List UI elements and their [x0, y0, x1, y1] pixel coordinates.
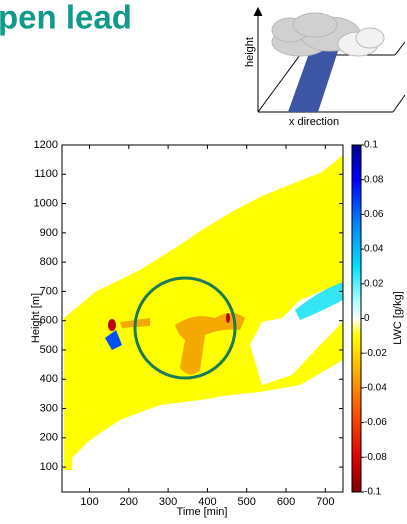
y-tick-label: 800 [40, 256, 58, 268]
inset-y-label: height [244, 37, 256, 67]
y-tick-label: 900 [40, 227, 58, 239]
slide-title: pen lead [0, 0, 132, 36]
x-tick-label: 100 [80, 496, 98, 508]
y-tick-label: 400 [40, 373, 58, 385]
colorbar-tick-label: -0.1 [364, 487, 382, 498]
y-tick-label: 700 [40, 285, 58, 297]
y-tick-label: 1000 [34, 197, 58, 209]
colorbar-tick-label: -0.08 [364, 452, 387, 463]
colorbar-tick-label: 0.04 [364, 244, 384, 255]
x-tick-label: 500 [238, 496, 256, 508]
y-tick-label: 1200 [34, 139, 58, 151]
y-tick-label: 500 [40, 344, 58, 356]
contour-negative [226, 313, 230, 323]
contour-positive [105, 330, 122, 350]
inset-x-label: x direction [289, 116, 339, 128]
colorbar-tick-label: -0.02 [364, 348, 387, 359]
x-tick-label: 300 [159, 496, 177, 508]
y-tick-label: 1100 [34, 168, 58, 180]
colorbar-tick-label: 0.1 [364, 140, 378, 151]
contour-negative [175, 313, 245, 375]
contour-low [64, 155, 343, 460]
colorbar-tick-label: -0.04 [364, 383, 387, 394]
colorbar [351, 144, 362, 493]
y-tick-label: 600 [40, 315, 58, 327]
x-tick-label: 200 [120, 496, 138, 508]
colorbar-tick-label: 0.08 [364, 174, 384, 185]
x-axis-label: Time [min] [177, 506, 228, 518]
y-tick-label: 100 [40, 461, 58, 473]
highlight-circle [133, 276, 237, 380]
contour-low [64, 395, 72, 470]
plot-area [61, 144, 344, 493]
x-tick-label: 400 [198, 496, 216, 508]
colorbar-label: LWC [g/kg] [392, 291, 404, 345]
y-tick-label: 300 [40, 402, 58, 414]
colorbar-tick-label: 0 [364, 313, 370, 324]
colorbar-tick-label: -0.06 [364, 417, 387, 428]
colorbar-tick-label: 0.02 [364, 278, 384, 289]
inset-diagram [253, 6, 406, 113]
y-tick-label: 200 [40, 432, 58, 444]
x-tick-label: 600 [277, 496, 295, 508]
y-axis-label: Height [m] [30, 293, 42, 343]
contour-negative [108, 319, 116, 331]
contour-positive [295, 282, 343, 320]
x-tick-label: 700 [316, 496, 334, 508]
colorbar-tick-label: 0.06 [364, 209, 384, 220]
